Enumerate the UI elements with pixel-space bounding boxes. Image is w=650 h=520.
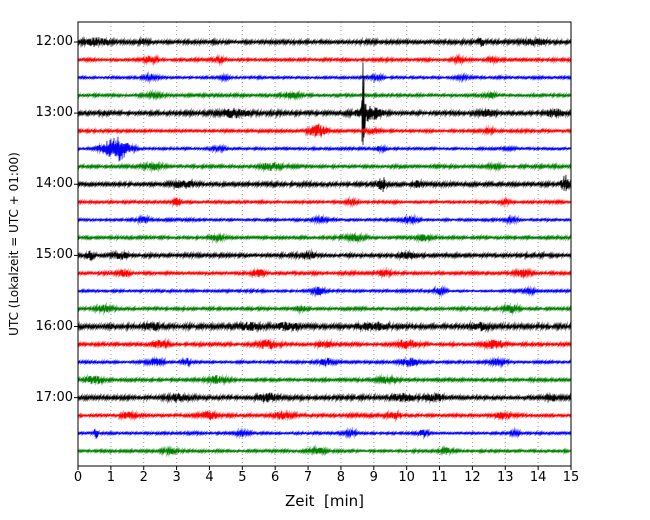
x-tick-label: 0 <box>73 470 83 485</box>
y-tick-label: 13:00 <box>35 105 73 121</box>
x-tick-label: 13 <box>496 470 514 485</box>
x-tick-label: 10 <box>398 470 415 485</box>
x-tick-label: 5 <box>238 470 247 485</box>
x-tick-label: 7 <box>303 470 313 485</box>
x-tick-label: 14 <box>529 470 547 485</box>
y-tick-label: 16:00 <box>35 318 73 334</box>
x-tick-label: 2 <box>139 470 148 485</box>
y-tick-label: 14:00 <box>35 176 73 192</box>
y-tick-label: 15:00 <box>35 247 73 263</box>
x-tick-label: 15 <box>562 470 580 485</box>
x-tick-label: 12 <box>464 470 481 485</box>
x-tick-label: 4 <box>205 470 214 485</box>
x-axis-label: Zeit [min] <box>284 492 365 510</box>
x-tick-label: 9 <box>369 470 378 485</box>
x-tick-label: 1 <box>106 470 115 485</box>
x-tick-label: 6 <box>271 470 280 485</box>
x-tick-label: 3 <box>172 470 181 485</box>
y-tick-label: 12:00 <box>35 34 73 49</box>
x-tick-label: 8 <box>336 470 346 485</box>
y-tick-label: 17:00 <box>35 389 73 405</box>
x-tick-label: 11 <box>431 470 448 485</box>
